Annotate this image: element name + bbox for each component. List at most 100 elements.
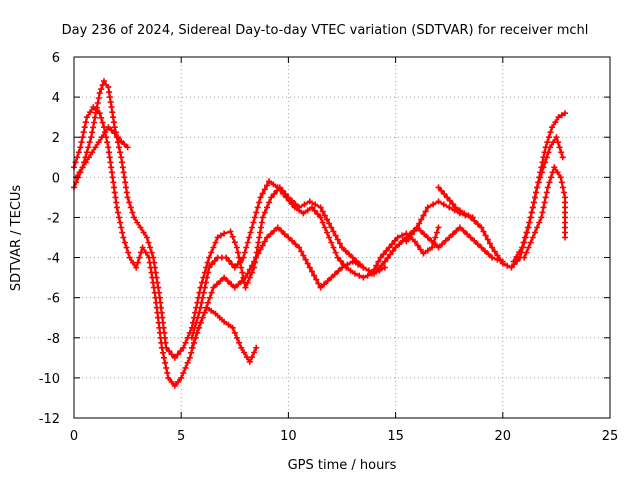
data-point [391, 237, 398, 244]
data-point [77, 144, 84, 151]
data-point [422, 208, 429, 215]
data-point [446, 197, 453, 204]
data-point [261, 186, 268, 193]
data-point [554, 169, 561, 176]
data-point [532, 229, 538, 236]
y-tick-label: -8 [47, 332, 60, 347]
data-point [381, 264, 388, 271]
data-point [243, 244, 250, 251]
data-point [99, 82, 106, 89]
y-tick-label: 2 [52, 131, 60, 146]
data-point [304, 260, 311, 267]
data-point [396, 241, 403, 248]
data-point [182, 364, 189, 371]
data-point [238, 344, 245, 351]
data-point [545, 134, 552, 141]
data-point [243, 354, 250, 361]
data-point [510, 258, 517, 265]
data-point [244, 279, 251, 286]
data-point [257, 229, 264, 236]
data-point [164, 369, 171, 376]
data-point [508, 264, 515, 271]
data-point [177, 348, 184, 355]
data-point [504, 262, 511, 269]
data-point [522, 234, 528, 241]
data-point [286, 197, 293, 204]
data-point [175, 378, 181, 385]
data-point [91, 119, 97, 126]
data-point [259, 214, 266, 221]
data-point [99, 119, 106, 126]
data-point [324, 216, 330, 223]
data-point [250, 219, 257, 226]
data-point [525, 244, 532, 251]
data-point [309, 268, 315, 275]
data-point [529, 204, 536, 211]
data-point [430, 201, 437, 208]
data-point [235, 281, 242, 288]
data-point [236, 339, 243, 346]
data-point [117, 149, 124, 156]
plot-frame [73, 56, 611, 419]
data-point [549, 124, 556, 131]
data-point [213, 281, 220, 288]
data-point [560, 189, 567, 196]
y-tick-label: -12 [39, 412, 60, 427]
data-point [497, 256, 504, 263]
data-point [332, 232, 339, 239]
data-point [301, 201, 308, 208]
y-tick-label: -4 [47, 252, 60, 267]
data-point [464, 231, 471, 238]
data-point [197, 304, 204, 311]
data-point [108, 127, 115, 134]
data-point [489, 244, 496, 251]
data-point [529, 234, 536, 241]
data-point [542, 194, 549, 201]
data-point [555, 139, 561, 146]
data-point [306, 264, 313, 271]
data-point [460, 227, 467, 234]
data-point [334, 254, 341, 261]
data-point [289, 237, 295, 244]
data-point [210, 244, 217, 251]
data-point [336, 240, 343, 247]
data-point [246, 358, 253, 365]
data-point [79, 134, 86, 141]
data-point [543, 189, 550, 196]
data-point [161, 354, 167, 361]
data-point [98, 86, 105, 93]
x-tick-label: 0 [70, 429, 78, 444]
data-point [184, 359, 191, 366]
data-point [196, 309, 203, 316]
data-point [411, 228, 418, 234]
data-point [335, 267, 342, 274]
data-point [174, 351, 181, 358]
data-point [556, 144, 563, 151]
series-track-6 [510, 134, 566, 265]
data-point [206, 294, 213, 301]
data-point [306, 198, 313, 205]
data-point [526, 219, 533, 226]
data-point [441, 191, 448, 197]
data-point [247, 229, 254, 236]
data-point [516, 249, 523, 256]
data-point [259, 242, 266, 249]
chart-title: Day 236 of 2024, Sidereal Day-to-day VTE… [62, 23, 589, 38]
data-point [537, 174, 544, 181]
data-point [125, 249, 132, 256]
data-point [439, 241, 446, 248]
data-point [251, 258, 258, 265]
data-point [281, 231, 288, 238]
data-point [330, 244, 337, 251]
data-point [240, 254, 247, 261]
data-point [140, 229, 147, 236]
data-point [356, 272, 363, 279]
data-point [110, 179, 117, 186]
data-point [233, 334, 240, 341]
data-point [481, 247, 488, 254]
data-point [86, 154, 92, 161]
data-point [349, 258, 356, 265]
data-point [285, 234, 292, 241]
data-point [194, 329, 201, 336]
y-tick-label: 0 [52, 171, 60, 186]
